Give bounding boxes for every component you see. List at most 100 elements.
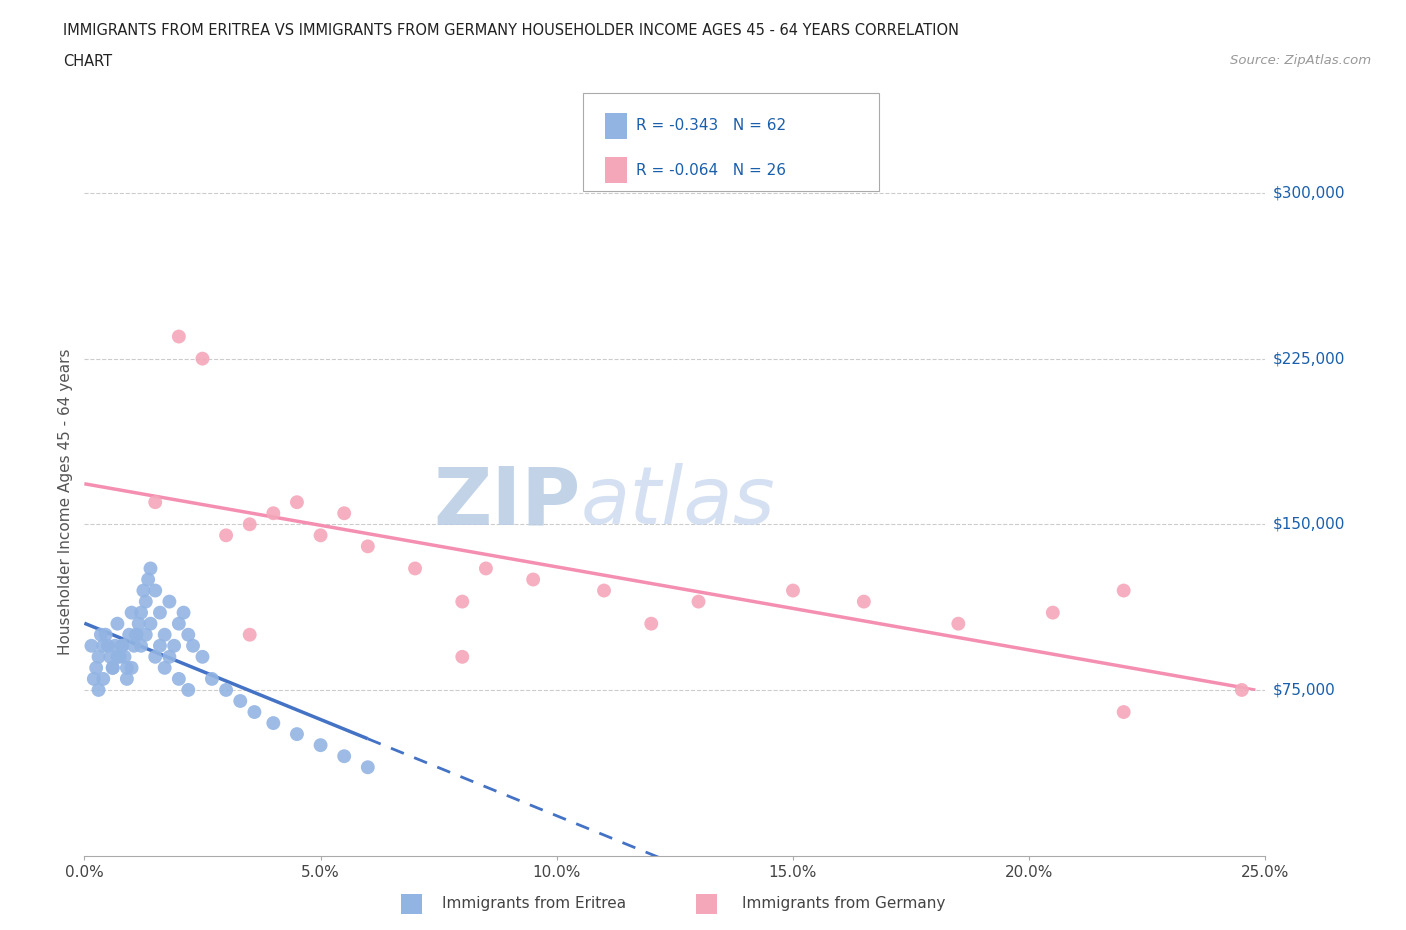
Point: [135, 594, 157, 609]
Point: [83, 671, 105, 686]
Text: ZIP: ZIP: [433, 463, 581, 541]
Point: [309, 528, 332, 543]
Point: [451, 649, 474, 664]
Point: [129, 638, 152, 653]
Point: [87, 649, 110, 664]
Point: [122, 638, 145, 653]
Point: [243, 705, 266, 720]
Point: [115, 660, 138, 675]
Point: [149, 605, 172, 620]
Point: [153, 660, 176, 675]
Point: [157, 649, 180, 664]
Text: R = -0.343   N = 62: R = -0.343 N = 62: [636, 118, 786, 133]
Point: [129, 605, 152, 620]
Point: [173, 605, 195, 620]
Text: R = -0.064   N = 26: R = -0.064 N = 26: [636, 163, 786, 178]
Point: [84, 660, 107, 675]
Point: [125, 628, 148, 643]
Point: [108, 649, 131, 664]
Point: [87, 683, 110, 698]
Point: [782, 583, 804, 598]
Point: [475, 561, 498, 576]
Point: [139, 617, 162, 631]
Point: [262, 506, 284, 521]
Point: [80, 638, 103, 653]
Point: [104, 638, 127, 653]
Point: [285, 726, 308, 741]
Point: [357, 760, 380, 775]
Point: [94, 628, 117, 643]
Point: [107, 649, 129, 664]
Point: [132, 583, 155, 598]
Point: [98, 649, 121, 664]
Point: [91, 671, 114, 686]
Point: [852, 594, 875, 609]
Point: [101, 660, 124, 675]
Text: IMMIGRANTS FROM ERITREA VS IMMIGRANTS FROM GERMANY HOUSEHOLDER INCOME AGES 45 - : IMMIGRANTS FROM ERITREA VS IMMIGRANTS FR…: [63, 23, 959, 38]
Text: Immigrants from Germany: Immigrants from Germany: [742, 897, 945, 911]
Point: [948, 617, 970, 631]
Point: [128, 617, 150, 631]
Point: [333, 506, 356, 521]
Point: [121, 660, 143, 675]
Point: [91, 638, 114, 653]
Text: atlas: atlas: [581, 463, 775, 541]
Point: [181, 638, 204, 653]
Point: [107, 617, 129, 631]
Point: [309, 737, 332, 752]
Point: [239, 628, 262, 643]
Text: $225,000: $225,000: [1272, 352, 1344, 366]
Point: [177, 628, 200, 643]
Point: [593, 583, 616, 598]
Point: [139, 561, 162, 576]
Point: [640, 617, 662, 631]
Point: [157, 594, 180, 609]
Point: [90, 628, 112, 643]
Point: [215, 683, 238, 698]
Point: [153, 628, 176, 643]
Y-axis label: Householder Income Ages 45 - 64 years: Householder Income Ages 45 - 64 years: [58, 349, 73, 656]
Point: [143, 649, 166, 664]
Point: [97, 638, 120, 653]
Text: Immigrants from Eritrea: Immigrants from Eritrea: [443, 897, 626, 911]
Point: [201, 671, 224, 686]
Point: [688, 594, 710, 609]
Point: [177, 683, 200, 698]
Point: [191, 649, 214, 664]
Point: [111, 638, 134, 653]
Text: $300,000: $300,000: [1272, 185, 1346, 201]
Text: $75,000: $75,000: [1272, 683, 1336, 698]
Point: [143, 495, 166, 510]
Point: [135, 628, 157, 643]
Point: [262, 716, 284, 731]
Point: [167, 329, 190, 344]
Point: [1042, 605, 1064, 620]
Point: [285, 495, 308, 510]
Point: [215, 528, 238, 543]
Point: [239, 517, 262, 532]
Point: [136, 572, 159, 587]
Point: [167, 671, 190, 686]
Point: [167, 617, 190, 631]
Point: [111, 638, 134, 653]
Point: [125, 628, 148, 643]
Point: [1112, 705, 1135, 720]
Point: [149, 638, 172, 653]
Text: Source: ZipAtlas.com: Source: ZipAtlas.com: [1230, 54, 1371, 67]
Point: [163, 638, 186, 653]
Point: [1230, 683, 1253, 698]
Point: [333, 749, 356, 764]
Point: [191, 352, 214, 366]
Point: [229, 694, 252, 709]
Point: [357, 539, 380, 554]
Text: $150,000: $150,000: [1272, 517, 1344, 532]
Point: [121, 605, 143, 620]
Point: [115, 671, 138, 686]
Point: [143, 583, 166, 598]
Point: [451, 594, 474, 609]
Point: [114, 649, 136, 664]
Point: [404, 561, 426, 576]
Point: [118, 628, 141, 643]
Text: CHART: CHART: [63, 54, 112, 69]
Point: [1112, 583, 1135, 598]
